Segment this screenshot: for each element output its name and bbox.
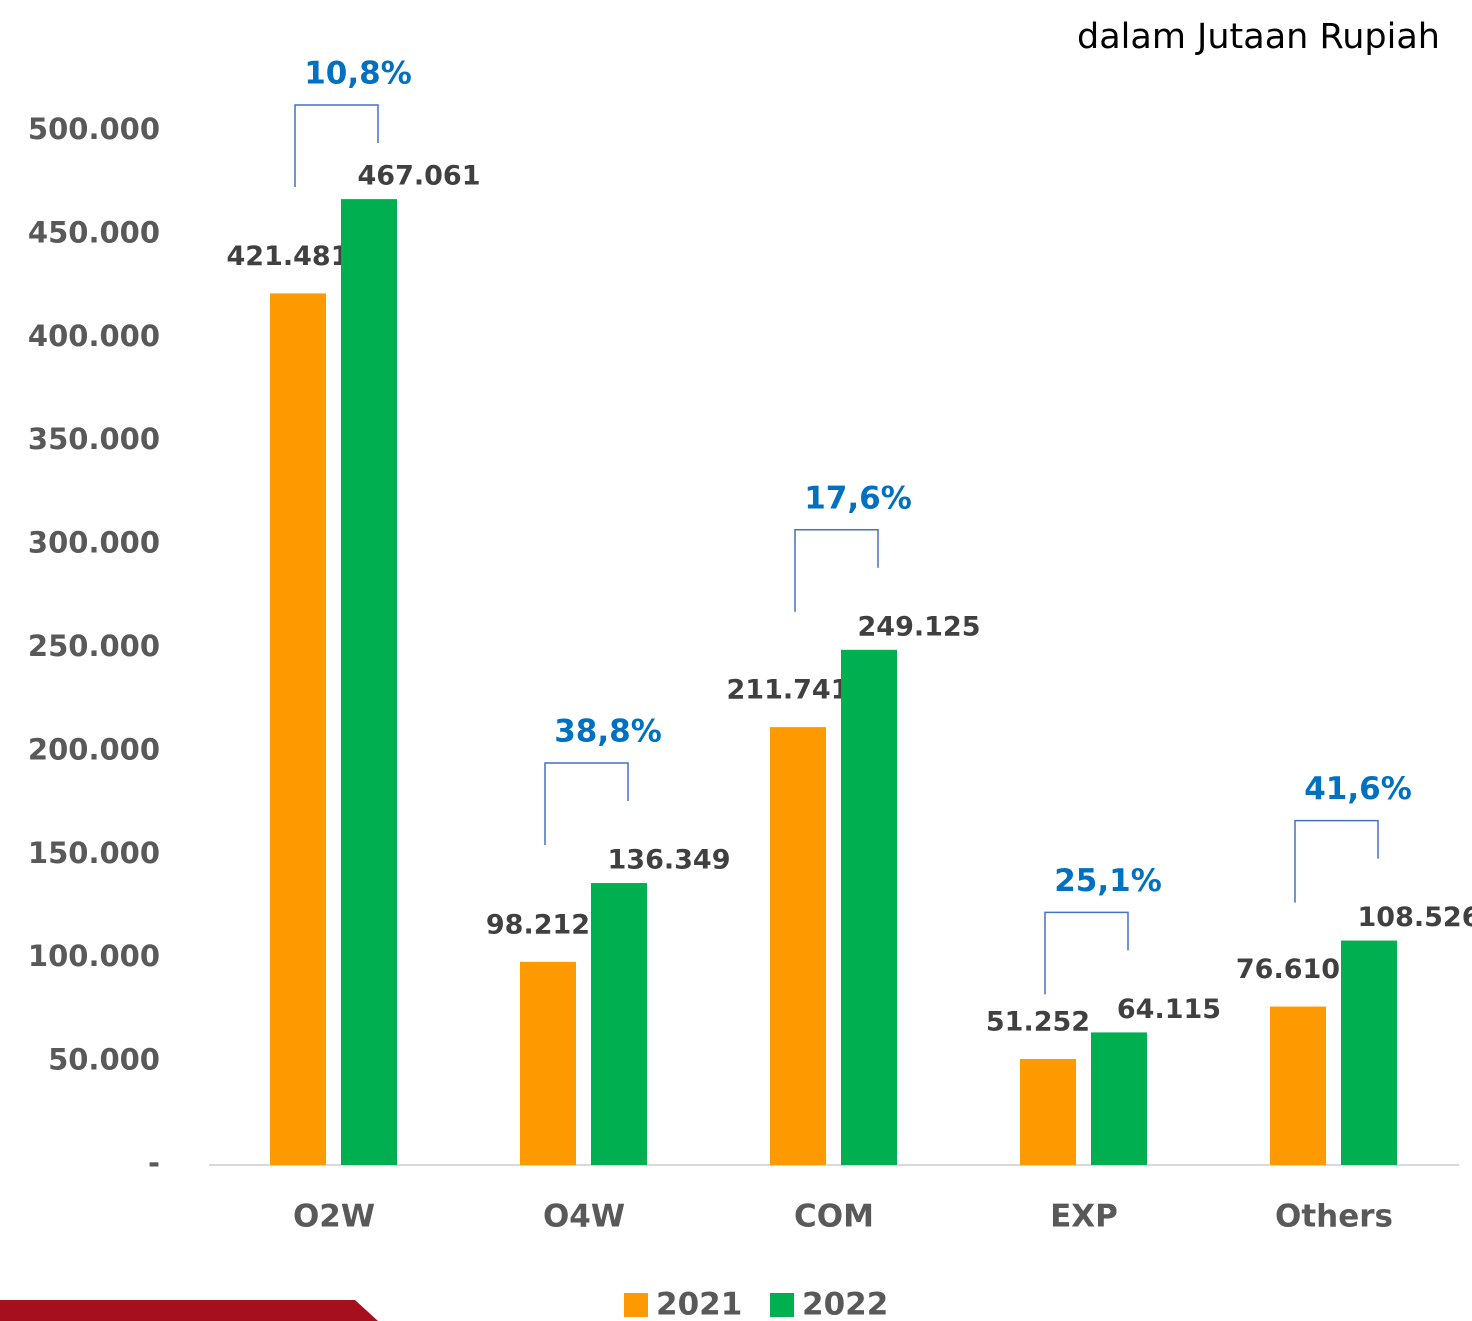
bar [1091, 1032, 1147, 1165]
x-tick-label: Others [1275, 1199, 1393, 1235]
data-label: 108.526 [1358, 902, 1472, 933]
data-label: 76.610 [1236, 954, 1340, 985]
data-label: 98.212 [486, 909, 590, 940]
growth-label: 17,6% [804, 480, 912, 516]
x-tick-label: O2W [293, 1199, 375, 1235]
legend-label: 2022 [802, 1287, 888, 1321]
y-tick-label: 300.000 [28, 526, 160, 560]
y-tick-label: 150.000 [28, 836, 160, 870]
growth-label: 25,1% [1054, 863, 1162, 899]
y-tick-label: 250.000 [28, 629, 160, 663]
growth-bracket [294, 104, 379, 187]
growth-label: 41,6% [1304, 771, 1412, 807]
bar [1270, 1006, 1326, 1165]
y-tick-label: 100.000 [28, 939, 160, 973]
y-tick-label: 200.000 [28, 732, 160, 766]
growth-label: 38,8% [554, 714, 662, 750]
data-label: 467.061 [358, 161, 481, 192]
legend-swatch [770, 1293, 794, 1317]
growth-bracket [1044, 911, 1129, 995]
data-label: 249.125 [858, 611, 981, 642]
growth-bracket [794, 529, 879, 612]
decor-band [0, 1300, 378, 1321]
data-label: 421.481 [227, 241, 350, 272]
bar [770, 727, 826, 1165]
bar [341, 199, 397, 1165]
growth-bracket [544, 762, 629, 846]
data-label: 136.349 [608, 845, 731, 876]
y-tick-label: 400.000 [28, 319, 160, 353]
y-tick-label: 500.000 [28, 112, 160, 146]
bar [270, 293, 326, 1165]
growth-bracket [1294, 819, 1379, 903]
x-tick-label: EXP [1050, 1199, 1118, 1235]
bar [520, 961, 576, 1165]
x-tick-label: COM [794, 1199, 874, 1235]
bar [1020, 1059, 1076, 1165]
x-tick-label: O4W [543, 1199, 625, 1235]
y-tick-label: 50.000 [48, 1043, 160, 1077]
legend-swatch [624, 1293, 648, 1317]
y-tick-label: 350.000 [28, 422, 160, 456]
data-label: 64.115 [1117, 994, 1221, 1025]
bar [841, 649, 897, 1165]
bar [591, 883, 647, 1165]
bar [1341, 940, 1397, 1165]
chart-subtitle: dalam Jutaan Rupiah [1077, 17, 1440, 57]
data-label: 51.252 [986, 1007, 1090, 1038]
growth-label: 10,8% [304, 56, 412, 92]
y-tick-label: 450.000 [28, 215, 160, 249]
y-tick-label: - [148, 1146, 160, 1180]
legend-label: 2021 [656, 1287, 742, 1321]
data-label: 211.741 [727, 675, 850, 706]
